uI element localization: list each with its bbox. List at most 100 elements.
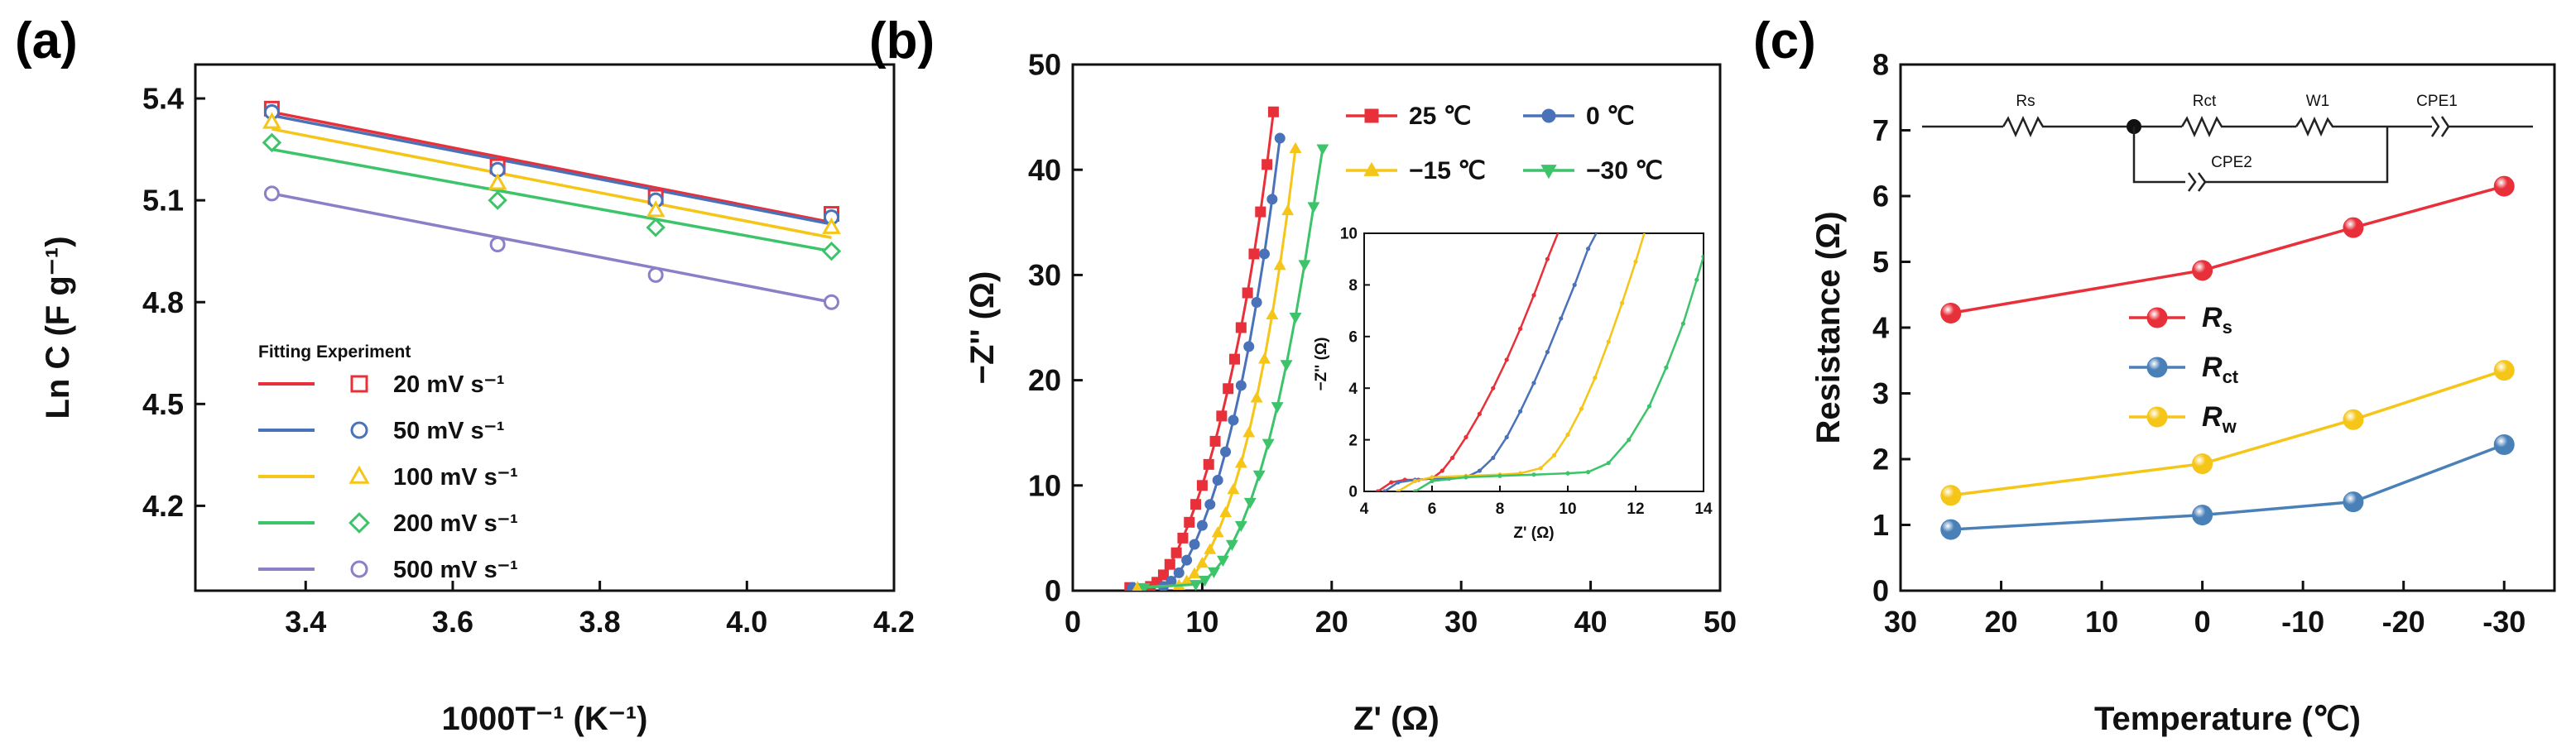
panel-b-xlabel: Z' (Ω) bbox=[1353, 701, 1439, 737]
panel-c-legend: Rs Rct Rw bbox=[2129, 302, 2239, 437]
data-point bbox=[1274, 132, 1286, 144]
data-point bbox=[2192, 453, 2213, 475]
data-point bbox=[1203, 458, 1214, 470]
panel-c-xlabel: Temperature (℃) bbox=[2094, 701, 2361, 737]
inset-point bbox=[1680, 321, 1685, 326]
inset-point bbox=[1633, 259, 1638, 264]
y-tick-label: 10 bbox=[1028, 468, 1061, 502]
y-tick-label: 20 bbox=[1028, 363, 1061, 397]
legend-marker bbox=[2146, 406, 2168, 428]
y-tick-label: 1 bbox=[1872, 508, 1889, 542]
data-point bbox=[1189, 580, 1203, 591]
panel-a: (a) 3.4 3.6 3.8 4.0 4.2 4.2 4.5 4.8 5.1 5.4 Fitti… bbox=[15, 12, 915, 737]
inset-point bbox=[1606, 461, 1611, 466]
x-tick-label: -30 bbox=[2482, 605, 2526, 639]
data-point bbox=[1195, 557, 1209, 568]
data-point bbox=[1242, 287, 1253, 299]
y-tick-label: 6 bbox=[1872, 180, 1889, 213]
data-point bbox=[1235, 380, 1247, 391]
y-tick-label: 2 bbox=[1348, 432, 1358, 449]
data-point bbox=[1234, 457, 1247, 468]
legend-entry-label: Rs bbox=[2202, 302, 2232, 338]
series-line bbox=[1132, 137, 1281, 589]
data-point bbox=[1209, 435, 1221, 447]
inset-point bbox=[1606, 339, 1611, 344]
data-point bbox=[1258, 248, 1270, 260]
inset-point bbox=[1552, 453, 1557, 457]
inset-point bbox=[1439, 468, 1444, 473]
panel-a-ylabel: Ln C (F g⁻¹) bbox=[40, 236, 76, 419]
inset-point bbox=[1565, 471, 1570, 476]
data-point bbox=[1219, 505, 1233, 518]
inset-point bbox=[1412, 489, 1418, 491]
data-point bbox=[1196, 520, 1208, 531]
inset-frame bbox=[1363, 232, 1704, 492]
data-point bbox=[1181, 554, 1193, 566]
data-point bbox=[1216, 555, 1229, 568]
x-tick-label: 30 bbox=[1444, 605, 1478, 639]
data-point bbox=[489, 236, 506, 252]
y-tick-label: 2 bbox=[1872, 443, 1889, 477]
panel-b-series bbox=[1124, 106, 1329, 591]
data-point bbox=[1229, 353, 1240, 365]
inset-point bbox=[1382, 489, 1387, 491]
panel-b-inset: 4 6 8 10 12 14 0 2 4 6 8 10 Z' (Ω) −Z'' (Ω) bbox=[1313, 226, 1713, 542]
legend-entry-subscript: w bbox=[2222, 416, 2237, 437]
inset-point bbox=[1545, 349, 1550, 355]
x-tick-label: 10 bbox=[1185, 605, 1218, 639]
x-tick-label: 14 bbox=[1694, 501, 1713, 518]
y-tick-label: 4.2 bbox=[142, 489, 184, 523]
y-tick-label: 50 bbox=[1028, 48, 1061, 82]
x-tick-label: 3.8 bbox=[579, 605, 621, 639]
inset-point bbox=[1531, 381, 1536, 386]
data-point bbox=[1307, 202, 1320, 213]
cpe2-element-icon bbox=[2187, 172, 2207, 192]
data-point bbox=[1189, 539, 1200, 550]
data-point bbox=[822, 217, 841, 234]
data-point bbox=[2343, 217, 2364, 238]
legend-marker bbox=[1363, 161, 1380, 176]
data-point bbox=[2343, 409, 2364, 430]
inset-point bbox=[1491, 386, 1496, 390]
panel-c-series bbox=[1940, 175, 2515, 540]
inset-point bbox=[1545, 256, 1550, 261]
x-tick-label: 0 bbox=[2194, 605, 2211, 639]
series-group bbox=[1127, 132, 1286, 591]
inset-curves bbox=[1375, 233, 1704, 491]
x-tick-label: 10 bbox=[2085, 605, 2118, 639]
legend-entry-label: 200 mV s⁻¹ bbox=[393, 510, 518, 537]
x-tick-label: 3.4 bbox=[285, 605, 326, 639]
inset-point bbox=[1375, 489, 1380, 491]
data-point bbox=[262, 132, 282, 153]
data-point bbox=[1940, 303, 1962, 324]
y-tick-label: 5.4 bbox=[142, 82, 184, 116]
legend-marker bbox=[348, 512, 370, 534]
panel-a-plot-frame bbox=[194, 63, 896, 592]
data-point bbox=[1164, 558, 1175, 570]
legend-entry-label: 0 ℃ bbox=[1586, 103, 1635, 130]
panel-a-fit-lines bbox=[272, 110, 832, 304]
data-point bbox=[2493, 434, 2515, 456]
data-point bbox=[1208, 567, 1220, 579]
data-point bbox=[1252, 470, 1266, 481]
y-tick-label: 8 bbox=[1872, 48, 1889, 82]
x-tick-label: 0 bbox=[1065, 605, 1081, 639]
data-point bbox=[1188, 567, 1201, 578]
legend-entry-label: 50 mV s⁻¹ bbox=[393, 418, 505, 444]
panel-a-letter: (a) bbox=[15, 12, 78, 69]
panel-b-ylabel: −Z'' (Ω) bbox=[964, 271, 1001, 385]
data-point bbox=[262, 112, 281, 129]
equivalent-circuit: Rs Rct W1 CPE1 CPE2 bbox=[1922, 93, 2533, 192]
data-point bbox=[2192, 260, 2213, 281]
inset-point bbox=[1504, 434, 1509, 440]
legend-entry-label: 500 mV s⁻¹ bbox=[393, 557, 518, 583]
data-point bbox=[1250, 391, 1263, 403]
inset-point bbox=[1430, 478, 1435, 484]
x-tick-label: 4.0 bbox=[726, 605, 767, 639]
inset-point bbox=[1430, 475, 1435, 480]
inset-point bbox=[1518, 409, 1523, 414]
data-point bbox=[1235, 322, 1247, 333]
data-point bbox=[1940, 485, 1962, 506]
panel-b-legend: 25 ℃ 0 ℃ −15 ℃ −30 ℃ bbox=[1346, 103, 1663, 184]
